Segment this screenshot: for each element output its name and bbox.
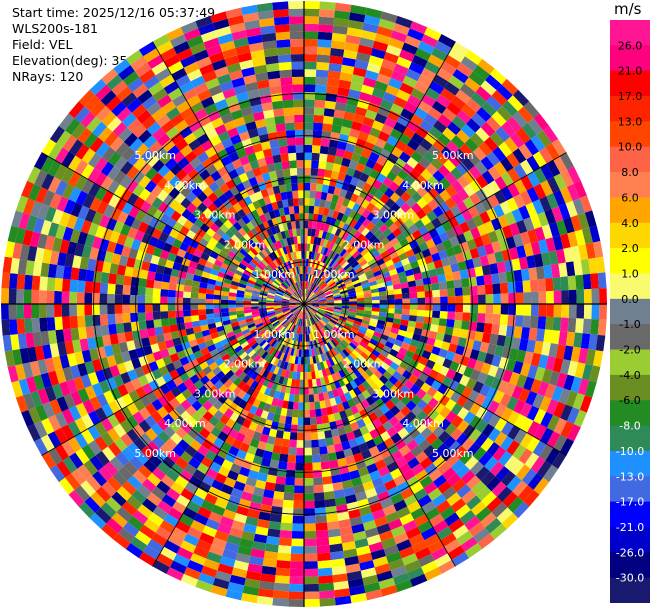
range-ring-label: 1.00km bbox=[313, 328, 355, 341]
range-ring-label: 5.00km bbox=[432, 149, 474, 162]
colorbar-segment bbox=[610, 20, 650, 46]
colorbar-tick-label: 26.0 bbox=[618, 39, 643, 52]
start-time-label: Start time: 2025/12/16 05:37:49 bbox=[12, 5, 216, 20]
colorbar-tick-label: 0.0 bbox=[621, 293, 639, 306]
ppi-scan-plot: 1.00km 1.00km 1.00km 1.00km 2.00km 2.00km 2.00… bbox=[1, 1, 607, 607]
colorbar-segment bbox=[610, 425, 650, 452]
colorbar-tick-label: 2.0 bbox=[621, 242, 639, 255]
range-ring-label: 3.00km bbox=[372, 209, 414, 222]
colorbar-tick-label: 6.0 bbox=[621, 191, 639, 204]
colorbar-tick-label: -30.0 bbox=[616, 572, 644, 585]
colorbar-segment bbox=[610, 324, 650, 351]
colorbar-segment bbox=[610, 577, 650, 603]
range-ring-label: 3.00km bbox=[194, 387, 236, 400]
range-ring-label: 5.00km bbox=[134, 149, 176, 162]
range-ring-label: 1.00km bbox=[253, 328, 295, 341]
range-ring-label: 3.00km bbox=[194, 209, 236, 222]
velocity-colorbar: 26.0 21.0 17.0 13.0 10.0 8.0 6.0 4.0 2.0 1.0 0.0 -1… bbox=[610, 20, 650, 603]
colorbar-tick-label: -8.0 bbox=[619, 420, 640, 433]
colorbar-tick-label: -2.0 bbox=[619, 344, 640, 357]
colorbar-segment bbox=[610, 45, 650, 72]
colorbar-tick-label: -13.0 bbox=[616, 470, 644, 483]
range-ring-label: 2.00km bbox=[224, 358, 266, 371]
colorbar-tick-label: -4.0 bbox=[619, 369, 640, 382]
colorbar-segment bbox=[610, 146, 650, 173]
range-ring bbox=[93, 93, 515, 515]
colorbar-segment bbox=[610, 501, 650, 528]
colorbar-segment bbox=[610, 172, 650, 198]
colorbar-tick-label: -6.0 bbox=[619, 394, 640, 407]
colorbar-segment bbox=[610, 273, 650, 300]
colorbar-segment bbox=[610, 298, 650, 325]
colorbar-segment bbox=[610, 121, 650, 148]
range-ring bbox=[261, 261, 347, 347]
range-ring-label: 2.00km bbox=[224, 238, 266, 251]
colorbar-tick-label: 17.0 bbox=[618, 90, 643, 103]
field-label: Field: VEL bbox=[12, 37, 73, 52]
colorbar-tick-label: 8.0 bbox=[621, 166, 639, 179]
range-ring-label: 2.00km bbox=[343, 358, 385, 371]
colorbar-tick-label: -26.0 bbox=[616, 546, 644, 559]
colorbar-segment bbox=[610, 552, 650, 579]
range-ring-label: 4.00km bbox=[402, 417, 444, 430]
range-ring-label: 1.00km bbox=[313, 268, 355, 281]
range-ring-label: 4.00km bbox=[402, 179, 444, 192]
colorbar-unit-label: m/s bbox=[614, 0, 642, 18]
colorbar-tick-label: 1.0 bbox=[621, 267, 639, 280]
azimuth-spokes bbox=[1, 1, 607, 607]
range-ring-label: 3.00km bbox=[372, 387, 414, 400]
velocity-gates bbox=[1, 1, 607, 607]
range-ring bbox=[177, 177, 431, 431]
colorbar-tick-label: 13.0 bbox=[618, 115, 643, 128]
colorbar-segment bbox=[610, 222, 650, 249]
range-ring-label: 1.00km bbox=[253, 268, 295, 281]
range-ring-label: 4.00km bbox=[164, 417, 206, 430]
colorbar-segment bbox=[610, 248, 650, 274]
colorbar-tick-label: -17.0 bbox=[616, 496, 644, 509]
range-ring-label: 4.00km bbox=[164, 179, 206, 192]
colorbar-tick-label: 4.0 bbox=[621, 217, 639, 230]
range-ring bbox=[219, 219, 389, 389]
nrays-label: NRays: 120 bbox=[12, 69, 84, 84]
colorbar-tick-label: -10.0 bbox=[616, 445, 644, 458]
colorbar-segment bbox=[610, 526, 650, 553]
elevation-label: Elevation(deg): 35.00 bbox=[12, 53, 148, 68]
colorbar-segment bbox=[610, 70, 650, 97]
colorbar-segment bbox=[610, 450, 650, 477]
colorbar-segment bbox=[610, 374, 650, 401]
colorbar-segment bbox=[610, 96, 650, 122]
range-ring-label: 5.00km bbox=[432, 447, 474, 460]
colorbar-segment bbox=[610, 197, 650, 224]
colorbar-segment bbox=[610, 349, 650, 376]
range-ring-label: 2.00km bbox=[343, 238, 385, 251]
colorbar-tick-label: 10.0 bbox=[618, 141, 643, 154]
range-ring bbox=[135, 135, 473, 473]
colorbar-tick-label: -21.0 bbox=[616, 521, 644, 534]
colorbar-tick-label: 21.0 bbox=[618, 65, 643, 78]
colorbar-tick-label: -1.0 bbox=[619, 318, 640, 331]
range-ring-label: 5.00km bbox=[134, 447, 176, 460]
colorbar-segment bbox=[610, 476, 650, 503]
instrument-label: WLS200s-181 bbox=[12, 21, 98, 36]
colorbar-segment bbox=[610, 400, 650, 427]
